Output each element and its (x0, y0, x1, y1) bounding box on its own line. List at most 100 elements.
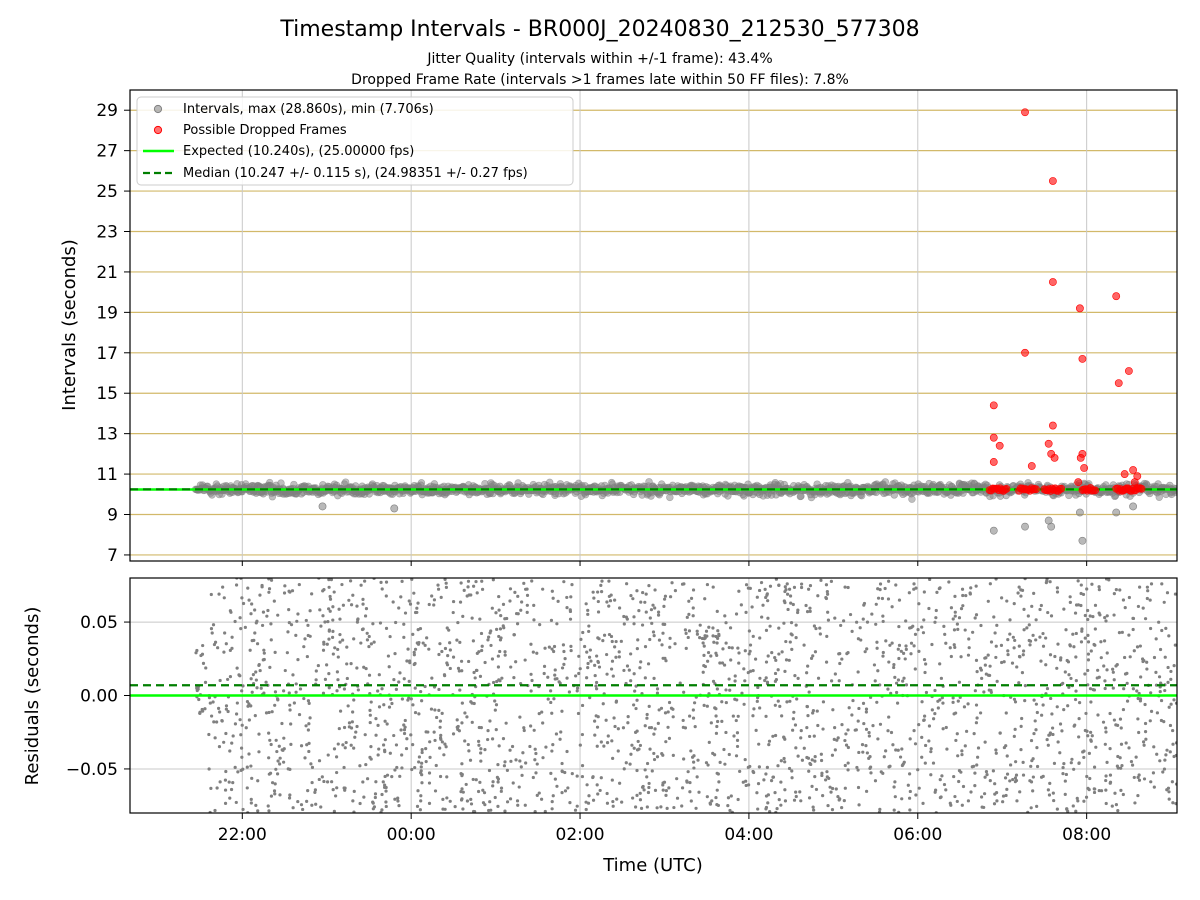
residual-point (451, 655, 456, 659)
x-tick-label: 08:00 (1062, 825, 1111, 845)
residual-point (867, 731, 871, 735)
residual-point (297, 712, 302, 717)
residual-point (1050, 712, 1054, 716)
residual-point (1123, 605, 1127, 610)
residual-point (1107, 578, 1111, 582)
residual-point (704, 629, 709, 633)
residual-point (1168, 723, 1173, 728)
residual-point (933, 688, 937, 693)
residual-point (651, 603, 655, 607)
residual-point (706, 763, 710, 767)
residual-point (1000, 660, 1004, 665)
residual-point (707, 740, 711, 744)
residual-point (843, 786, 847, 790)
residual-point (1142, 659, 1146, 663)
residual-point (1026, 614, 1030, 618)
residual-point (794, 790, 798, 794)
residual-point (294, 690, 298, 694)
residual-point (1139, 675, 1143, 679)
residual-point (465, 799, 470, 803)
residual-point (733, 679, 737, 683)
residual-point (1004, 793, 1008, 798)
residual-point (697, 790, 701, 794)
residual-point (496, 654, 500, 658)
residual-point (675, 777, 679, 781)
residual-point (337, 607, 341, 611)
residual-point (292, 701, 296, 705)
residual-point (1154, 637, 1158, 641)
residual-point (985, 773, 989, 777)
residual-point (1142, 777, 1147, 781)
residual-point (1032, 591, 1036, 595)
residual-point (891, 743, 895, 747)
residual-point (308, 716, 312, 720)
residual-point (294, 633, 298, 637)
residual-point (306, 699, 311, 703)
residual-point (766, 616, 770, 620)
residual-point (776, 668, 780, 672)
residual-point (397, 606, 401, 610)
residual-point (267, 772, 271, 776)
residual-point (730, 646, 734, 650)
residuals-ytick-label: 0.05 (80, 613, 118, 633)
residual-point (466, 742, 470, 747)
residual-point (1017, 681, 1021, 685)
interval-outlier-point (1129, 502, 1137, 511)
residual-point (790, 647, 794, 651)
residual-point (769, 778, 774, 783)
residual-point (1031, 775, 1035, 779)
residual-point (878, 807, 882, 811)
residual-point (290, 589, 295, 593)
residual-point (355, 604, 359, 608)
residual-point (954, 738, 958, 743)
residual-point (541, 721, 545, 725)
residual-point (798, 790, 802, 794)
residual-point (204, 666, 208, 670)
residual-point (902, 651, 906, 655)
residual-point (460, 762, 464, 766)
residual-point (1132, 775, 1136, 780)
residual-point (924, 662, 928, 666)
residual-point (1154, 670, 1158, 674)
residual-point (397, 804, 401, 808)
residual-point (611, 804, 615, 808)
residual-point (615, 797, 619, 801)
residual-point (924, 743, 928, 748)
residual-point (318, 608, 322, 612)
residual-point (887, 715, 891, 719)
residual-point (365, 638, 370, 642)
residual-point (481, 788, 485, 792)
residual-point (342, 687, 347, 691)
residual-point (655, 691, 660, 695)
residual-point (250, 602, 254, 606)
residual-point (1163, 655, 1167, 659)
residual-point (1131, 627, 1135, 632)
residual-point (591, 775, 595, 780)
residual-point (1009, 763, 1013, 767)
residual-point (635, 589, 639, 593)
residual-point (1010, 661, 1015, 665)
residual-point (552, 644, 557, 649)
residual-point (716, 629, 720, 633)
residual-point (1162, 600, 1166, 604)
residual-point (1168, 750, 1172, 754)
residual-point (209, 786, 213, 791)
residual-point (860, 743, 865, 747)
residual-point (491, 780, 495, 784)
residual-point (1164, 753, 1168, 757)
residual-point (1160, 628, 1164, 633)
residual-point (489, 629, 493, 633)
residual-point (513, 590, 517, 594)
residual-point (404, 746, 409, 751)
residual-point (1103, 616, 1107, 620)
residual-point (1069, 676, 1073, 681)
residual-point (873, 679, 877, 683)
residual-point (976, 755, 980, 759)
residual-point (927, 739, 931, 743)
residual-point (687, 612, 691, 616)
residual-point (467, 749, 471, 753)
residual-point (1031, 633, 1035, 637)
residual-point (530, 579, 534, 583)
residual-point (243, 625, 247, 629)
residual-point (573, 808, 578, 812)
